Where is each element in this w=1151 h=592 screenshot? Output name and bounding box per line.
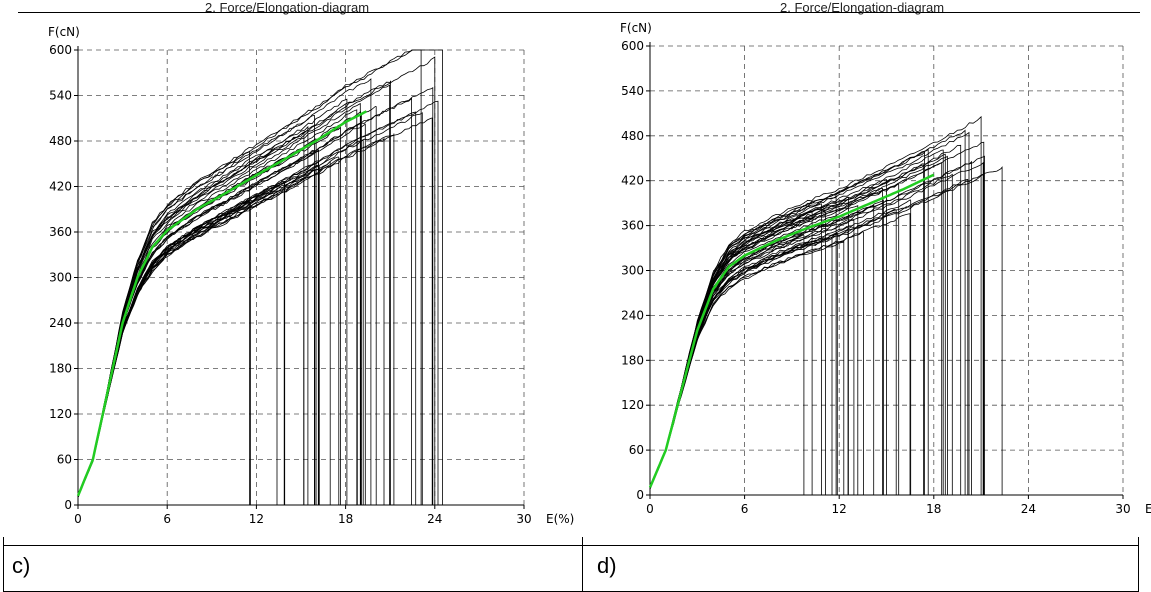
specimen-curve (649, 131, 970, 495)
y-tick-label: 360 (49, 225, 72, 239)
specimen-curve (649, 129, 966, 495)
chart-panel-c: 0 60 120 180 240 300 360 420 480 540 600 0 6 12 18 24 30… (0, 0, 575, 545)
x-axis-label: E(%) (1145, 502, 1151, 516)
specimen-curve (77, 100, 439, 505)
y-tick-label: 240 (49, 316, 72, 330)
chart-title-d: 2. Force/Elongation-diagram (780, 0, 945, 15)
x-tick-label: 18 (338, 512, 353, 526)
specimen-curve (77, 160, 319, 505)
specimen-curve (77, 137, 385, 505)
specimen-curve (649, 231, 864, 495)
y-tick-label: 240 (621, 308, 644, 322)
mean-curve (648, 173, 935, 488)
y-tick-label: 180 (621, 353, 644, 367)
specimen-curve (77, 49, 422, 505)
specimen-curves (649, 115, 1003, 495)
y-tick-label: 60 (629, 443, 644, 457)
specimen-curve (77, 180, 286, 505)
specimen-curve (77, 114, 315, 505)
y-tick-label: 480 (621, 129, 644, 143)
y-tick-label: 540 (621, 84, 644, 98)
x-tick-label: 24 (427, 512, 442, 526)
specimen-curve (649, 115, 982, 495)
y-tick-label: 0 (636, 488, 644, 502)
chart-title-c: 2. Force/Elongation-diagram (205, 0, 370, 15)
y-tick-label: 600 (621, 39, 644, 53)
frame-mid-vertical (582, 537, 583, 592)
y-tick-label: 540 (49, 89, 72, 103)
specimen-curve (77, 149, 320, 505)
x-tick-label: 0 (646, 502, 654, 516)
y-tick-label: 300 (49, 271, 72, 285)
specimen-curve (649, 208, 897, 495)
chart-svg-c: 0 60 120 180 240 300 360 420 480 540 600 0 6 12 18 24 30… (48, 25, 574, 526)
specimen-curve (649, 144, 962, 495)
y-tick-label: 420 (49, 180, 72, 194)
frame-left (3, 537, 4, 592)
x-tick-label: 24 (1021, 502, 1036, 516)
specimen-curve (649, 213, 911, 495)
y-axis-label: F(cN) (620, 21, 652, 35)
y-tick-label: 360 (621, 219, 644, 233)
x-tick-label: 30 (1115, 502, 1130, 516)
x-tick-label: 18 (926, 502, 941, 516)
panel-caption-d: d) (597, 553, 617, 578)
y-tick-label: 0 (64, 498, 72, 512)
specimen-curve (77, 56, 436, 505)
x-axis-label: E(%) (546, 512, 574, 526)
chart-svg-d: 0 60 120 180 240 300 360 420 480 540 600 0 6 12 18 24 30… (620, 21, 1151, 516)
y-tick-label: 300 (621, 264, 644, 278)
specimen-curve (77, 80, 392, 505)
specimen-curve (77, 165, 320, 505)
specimen-curve (77, 98, 348, 505)
mean-curve (76, 110, 367, 497)
y-tick-label: 120 (621, 398, 644, 412)
specimen-curve (77, 178, 305, 505)
specimen-curve (649, 219, 855, 495)
specimen-curve (77, 84, 391, 505)
specimen-curve (77, 125, 309, 505)
specimen-curve (649, 199, 912, 495)
specimen-curve (649, 226, 849, 495)
frame-top (18, 12, 1140, 13)
specimen-curve (77, 150, 250, 505)
specimen-curve (649, 205, 859, 495)
specimen-curve (77, 86, 434, 505)
y-tick-label: 420 (621, 174, 644, 188)
panel-caption-c: c) (12, 553, 31, 578)
x-tick-label: 0 (74, 512, 82, 526)
chart-panel-d: 0 60 120 180 240 300 360 420 480 540 600 0 6 12 18 24 30… (580, 0, 1151, 545)
x-tick-label: 6 (741, 502, 749, 516)
y-tick-label: 480 (49, 134, 72, 148)
y-axis-label: F(cN) (48, 25, 80, 39)
y-tick-label: 60 (57, 453, 72, 467)
x-tick-label: 30 (516, 512, 531, 526)
y-tick-label: 120 (49, 407, 72, 421)
frame-right (1138, 537, 1139, 592)
y-tick-label: 600 (49, 43, 72, 57)
y-tick-label: 180 (49, 362, 72, 376)
specimen-curve (77, 182, 285, 505)
specimen-curve (649, 149, 944, 495)
frame-caption-top (3, 545, 1139, 546)
x-tick-label: 12 (832, 502, 847, 516)
x-tick-label: 6 (163, 512, 171, 526)
specimen-curve (649, 240, 845, 495)
x-tick-label: 12 (249, 512, 264, 526)
specimen-curve (649, 237, 833, 495)
